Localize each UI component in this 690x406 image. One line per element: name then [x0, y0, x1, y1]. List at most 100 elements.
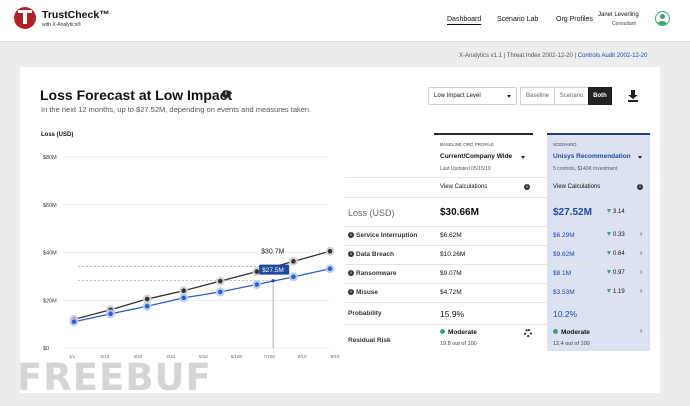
- baseline-breach: $10.26M: [440, 251, 466, 258]
- service-interruption-row[interactable]: i Service Interruption $6.62M $6.29M 0.33…: [345, 226, 650, 245]
- version-info: X-Analytics v1.1 | Threat Index 2002-12-…: [459, 53, 647, 59]
- baseline-point: [181, 288, 187, 293]
- baseline-ransomware: $9.07M: [440, 270, 462, 277]
- decrease-arrow-icon: [607, 209, 611, 213]
- misuse-label: i Misuse: [348, 289, 378, 296]
- scenario-series-line: [73, 268, 331, 323]
- scenario-name[interactable]: Unisys Recommendation: [553, 153, 631, 160]
- baseline-loss: $30.66M: [440, 207, 479, 218]
- chevron-right-icon[interactable]: ›: [640, 328, 643, 335]
- nav-scenario-lab[interactable]: Scenario Lab: [497, 16, 539, 23]
- misuse-delta-value: 1.19: [613, 289, 625, 295]
- brand-name: TrustCheck™: [42, 9, 110, 21]
- info-icon[interactable]: i: [348, 251, 354, 257]
- gear-icon[interactable]: [524, 329, 532, 337]
- y-tick-label: $60M: [43, 203, 57, 209]
- loss-delta: 3.14: [607, 209, 625, 215]
- scenario-risk-level: Moderate: [553, 329, 590, 336]
- chevron-right-icon[interactable]: ›: [640, 269, 643, 276]
- toggle-both[interactable]: Both: [588, 87, 612, 105]
- ransomware-label: i Ransomware: [348, 270, 396, 277]
- controls-audit-link[interactable]: Controls Audit 2002-12-20: [577, 53, 648, 59]
- chevron-right-icon[interactable]: ›: [640, 250, 643, 257]
- chevron-right-icon[interactable]: ›: [640, 288, 643, 295]
- ransomware-delta: 0.97: [607, 270, 625, 276]
- nav-dashboard[interactable]: Dashboard: [447, 16, 482, 23]
- x-tick-label: 1/1: [69, 354, 76, 359]
- misuse-text: Misuse: [356, 289, 379, 296]
- x-tick-label: 5/10: [199, 354, 208, 359]
- scenario-point: [254, 282, 260, 287]
- view-calculations-row: View Calculations i View Calculations i: [345, 177, 650, 197]
- misuse-row[interactable]: i Misuse $4.72M $3.53M 1.19 ›: [345, 283, 650, 302]
- scenario-risk-level-text: Moderate: [561, 329, 590, 336]
- scenario-point: [108, 311, 113, 317]
- scenario-breach: $9.62M: [553, 251, 575, 258]
- chart-y-axis-label: Loss (USD): [41, 132, 74, 138]
- baseline-interruption: $6.62M: [440, 232, 462, 239]
- baseline-series-line: [73, 250, 331, 320]
- info-icon[interactable]: i: [348, 289, 354, 295]
- status-dot-icon: [553, 329, 558, 334]
- data-breach-row[interactable]: i Data Breach $10.26M $9.62M 0.64 ›: [345, 245, 650, 264]
- x-tick-label: 4/10: [166, 354, 175, 359]
- baseline-point: [144, 296, 150, 302]
- info-icon[interactable]: i: [222, 90, 230, 98]
- decrease-arrow-icon: [607, 289, 611, 293]
- top-bar: TrustCheck™ with X-Analytics® Dashboard …: [0, 0, 690, 42]
- interruption-delta: 0.33: [607, 232, 625, 238]
- x-tick-label: 6/100: [231, 354, 243, 359]
- baseline-view-calculations[interactable]: View Calculations: [440, 184, 488, 190]
- toggle-baseline[interactable]: Baseline: [520, 87, 555, 105]
- probability-label: Probability: [348, 310, 382, 317]
- scenario-probability: 10.2%: [553, 309, 578, 319]
- info-icon[interactable]: i: [524, 184, 530, 190]
- x-tick-label: 7/100: [264, 354, 276, 359]
- baseline-risk-score: 19.8 out of 100: [440, 341, 477, 347]
- ransomware-text: Ransomware: [356, 270, 397, 277]
- scenario-misuse: $3.53M: [553, 289, 575, 296]
- trustcheck-logo-icon[interactable]: [14, 7, 36, 29]
- scenario-point: [181, 295, 187, 301]
- decrease-arrow-icon: [607, 270, 611, 274]
- info-icon[interactable]: i: [348, 232, 354, 238]
- avatar-icon[interactable]: [655, 11, 670, 26]
- scenario-detail: 5 controls, $140K investment: [553, 166, 618, 172]
- baseline-probability: 15.9%: [440, 309, 465, 319]
- toggle-scenario[interactable]: Scenario: [554, 87, 589, 105]
- x-tick-label: 3/10: [133, 354, 142, 359]
- baseline-risk-level: Moderate: [440, 329, 477, 336]
- brand-subtitle: with X-Analytics®: [42, 22, 81, 28]
- version-text: X-Analytics v1.1 | Threat Index 2002-12-…: [459, 53, 578, 59]
- download-icon[interactable]: [628, 90, 638, 102]
- impact-level-value: Low Impact Level: [434, 93, 481, 99]
- info-icon[interactable]: i: [637, 184, 643, 190]
- baseline-profile-name[interactable]: Current/Company Wide: [440, 153, 513, 160]
- chevron-down-icon[interactable]: [521, 156, 525, 159]
- scenario-point: [291, 274, 296, 280]
- scenario-view-calculations[interactable]: View Calculations: [553, 184, 601, 190]
- page-title: Loss Forecast at Low Impact: [40, 87, 233, 103]
- x-tick-label: 8/10: [298, 354, 307, 359]
- ransomware-row[interactable]: i Ransomware $9.07M $8.1M 0.97 ›: [345, 264, 650, 283]
- info-icon[interactable]: i: [348, 270, 354, 276]
- loss-forecast-chart: $0 $20M $40M $60M $80M 1/1 2/10 3/10 4/10 5/10 6/1…: [43, 155, 340, 359]
- status-dot-icon: [440, 329, 445, 334]
- probability-row: Probability 15.9% 10.2%: [345, 302, 650, 324]
- user-name[interactable]: Janet Leverling: [598, 12, 639, 18]
- y-tick-label: $40M: [43, 251, 57, 257]
- impact-level-dropdown[interactable]: Low Impact Level: [428, 87, 517, 105]
- y-tick-label: $80M: [43, 155, 57, 161]
- y-tick-label: $20M: [43, 298, 57, 304]
- baseline-point: [291, 259, 296, 264]
- residual-risk-row: Residual Risk Moderate 19.8 out of 100 M…: [345, 324, 650, 351]
- comparison-table: BASELINE ORG PROFILE Current/Company Wid…: [345, 133, 650, 389]
- chevron-right-icon[interactable]: ›: [640, 231, 643, 238]
- data-breach-label: i Data Breach: [348, 251, 394, 258]
- x-tick-label: 2/10: [100, 354, 109, 359]
- nav-org-profiles[interactable]: Org Profiles: [556, 16, 593, 23]
- baseline-profile-label: BASELINE ORG PROFILE: [440, 142, 495, 147]
- scenario-label: SCENARIO: [553, 142, 577, 147]
- chevron-down-icon[interactable]: [638, 156, 642, 159]
- scenario-ransomware: $8.1M: [553, 270, 572, 277]
